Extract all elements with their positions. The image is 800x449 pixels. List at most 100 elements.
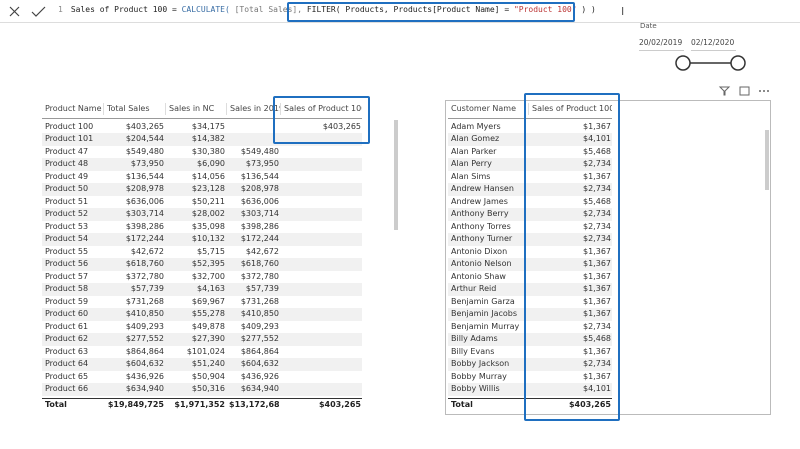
table-cell: Product 54	[45, 234, 89, 244]
scrollbar[interactable]	[765, 130, 769, 190]
table-cell: $4,101	[583, 134, 611, 144]
table-cell: $49,878	[191, 321, 225, 331]
date-end[interactable]: 02/12/2020	[691, 36, 736, 51]
column-header: Customer Name	[451, 104, 517, 113]
table-cell: $2,734	[583, 234, 611, 244]
table-cell: $403,265	[125, 122, 164, 131]
line-number: 1	[58, 5, 63, 14]
table-cell: Product 61	[45, 321, 89, 331]
table-cell: Product 53	[45, 221, 89, 231]
row-stripe	[42, 208, 362, 221]
table-cell: Product 64	[45, 359, 89, 369]
table-cell: $731,268	[125, 296, 164, 306]
row-stripe	[42, 308, 362, 321]
total-row	[42, 397, 362, 413]
table-cell: Arthur Reid	[451, 284, 497, 294]
table-cell: Billy Adams	[451, 334, 498, 344]
scrollbar[interactable]	[394, 120, 398, 230]
total-cell: $19,849,725	[107, 399, 164, 409]
table-cell: $208,978	[240, 184, 279, 194]
column-header: Sales in NC	[165, 103, 226, 115]
formula-text[interactable]: 1 Sales of Product 100 = CALCULATE( [Tota…	[58, 5, 596, 14]
table-cell: Bobby Jackson	[451, 359, 510, 369]
table-cell: Benjamin Garza	[451, 296, 515, 306]
table-cell: $436,926	[240, 371, 279, 381]
text-cursor: I	[621, 5, 625, 18]
table-cell: Anthony Berry	[451, 209, 509, 219]
table-cell: $303,714	[125, 209, 164, 219]
row-stripe	[42, 283, 362, 296]
table-cell: $208,978	[125, 184, 164, 194]
table-cell: Alan Sims	[451, 171, 491, 181]
table-cell: $410,850	[240, 309, 279, 319]
table-cell: $398,286	[240, 221, 279, 231]
table-cell: $2,734	[583, 221, 611, 231]
row-stripe	[42, 258, 362, 271]
table-cell: $1,367	[583, 346, 611, 356]
table-cell: Benjamin Murray	[451, 321, 520, 331]
total-cell: Total	[451, 399, 473, 409]
highlight-box	[287, 2, 575, 22]
table-cell: $5,715	[197, 246, 225, 256]
table-cell: Bobby Willis	[451, 384, 500, 394]
date-slider[interactable]	[670, 52, 750, 74]
table-cell: $14,056	[191, 171, 225, 181]
table-cell: $73,950	[130, 159, 164, 169]
table-cell: $2,734	[583, 321, 611, 331]
table-cell: $4,101	[583, 384, 611, 394]
table-cell: $23,128	[191, 184, 225, 194]
table-cell: $136,544	[125, 171, 164, 181]
table-cell: $51,240	[191, 359, 225, 369]
table-cell: $28,002	[191, 209, 225, 219]
table-cell: Adam Myers	[451, 122, 501, 131]
visual-header-icons[interactable]	[718, 85, 773, 97]
table-cell: Product 66	[45, 384, 89, 394]
formula-icons[interactable]	[8, 5, 48, 19]
table-cell: Product 63	[45, 346, 89, 356]
row-stripe	[448, 383, 612, 396]
total-cell: $1,971,352	[174, 399, 225, 409]
table-cell: Anthony Turner	[451, 234, 513, 244]
table-cell: $57,739	[130, 284, 164, 294]
table-cell: $1,367	[583, 284, 611, 294]
table-cell: Antonio Dixon	[451, 246, 508, 256]
table-cell: Antonio Nelson	[451, 259, 512, 269]
table-cell: $618,760	[240, 259, 279, 269]
table-cell: $2,734	[583, 209, 611, 219]
table-cell: Product 48	[45, 159, 89, 169]
table-cell: Product 51	[45, 196, 89, 206]
table-cell: $2,734	[583, 159, 611, 169]
table-cell: $618,760	[125, 259, 164, 269]
table-cell: $277,552	[125, 334, 164, 344]
table-cell: $50,904	[191, 371, 225, 381]
row-stripe	[448, 333, 612, 346]
table-cell: $303,714	[240, 209, 279, 219]
table-cell: $1,367	[583, 296, 611, 306]
table-cell: $57,739	[245, 284, 279, 294]
row-stripe	[448, 308, 612, 321]
row-stripe	[42, 233, 362, 246]
table-cell: $372,780	[125, 271, 164, 281]
table-cell: $2,734	[583, 184, 611, 194]
row-stripe	[448, 158, 612, 171]
table-cell: Product 58	[45, 284, 89, 294]
table-cell: Benjamin Jacobs	[451, 309, 518, 319]
table-cell: $1,367	[583, 309, 611, 319]
total-cell: $403,265	[318, 399, 361, 409]
date-start[interactable]: 20/02/2019	[639, 36, 684, 51]
table-cell: $5,468	[583, 146, 611, 156]
table-cell: $204,544	[125, 134, 164, 144]
table-cell: $436,926	[125, 371, 164, 381]
table-cell: $69,967	[191, 296, 225, 306]
table-cell: Anthony Torres	[451, 221, 511, 231]
table-cell: $277,552	[240, 334, 279, 344]
visual-frame	[445, 100, 771, 415]
table-cell: $5,468	[583, 334, 611, 344]
table-cell: $1,367	[583, 371, 611, 381]
table-cell: $636,006	[240, 196, 279, 206]
table-cell: Alan Gomez	[451, 134, 500, 144]
slicer-title: Date	[640, 22, 657, 30]
row-stripe	[42, 333, 362, 346]
header-row	[448, 100, 612, 119]
highlight-box	[273, 96, 370, 144]
